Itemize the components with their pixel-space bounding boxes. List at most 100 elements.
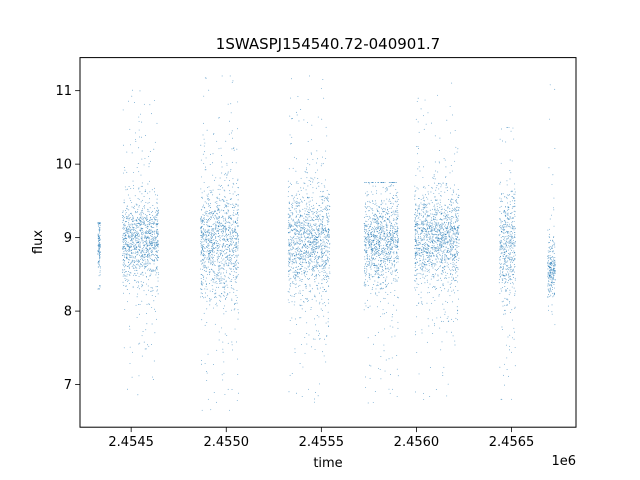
data-point [318,211,320,212]
data-point [229,292,231,294]
data-point [302,290,304,291]
data-point [290,260,292,262]
data-point [234,229,236,231]
data-point [208,186,210,188]
data-point [364,203,366,205]
data-point [127,254,129,256]
data-point [308,220,310,222]
data-point [395,230,397,232]
data-point [380,215,381,217]
data-point [319,225,321,226]
data-point [376,228,378,230]
data-point [312,270,314,272]
data-point [388,271,389,273]
data-point [321,227,323,229]
data-point [219,216,221,218]
data-point [152,222,154,224]
data-point [157,293,159,295]
data-point [131,252,133,254]
data-point [428,255,430,257]
data-point [291,118,292,120]
data-point [374,218,376,220]
data-point [155,296,157,297]
data-point [214,214,216,216]
data-point [126,243,128,245]
data-point [372,241,374,243]
data-point [304,352,306,354]
data-point [122,270,124,272]
data-point [380,224,382,226]
data-point [389,185,391,187]
data-point [327,275,329,277]
data-point [371,231,373,233]
data-point [396,256,397,258]
data-point [153,247,155,249]
data-point [157,246,158,247]
data-point [379,232,381,234]
data-point [385,222,387,224]
data-point [328,277,330,279]
data-point [386,235,388,236]
data-point [156,266,158,268]
data-point [303,243,305,245]
data-point [146,262,148,264]
data-point [219,199,221,201]
data-point [321,256,323,258]
data-point [222,251,224,253]
data-point [441,290,443,292]
data-point [376,255,378,257]
data-point [143,217,145,219]
data-point [365,247,367,249]
data-point [320,249,322,251]
data-point [391,222,392,224]
data-point [299,238,301,240]
data-point [288,259,290,261]
data-point [124,186,126,188]
data-point [139,191,141,193]
data-point [153,244,155,245]
data-point [146,232,148,234]
data-point [378,244,380,246]
data-point [212,174,214,176]
data-point [225,256,227,258]
data-point [319,239,321,241]
data-point [383,228,385,230]
data-point [317,215,319,217]
data-point [365,250,366,252]
data-point [371,234,373,236]
data-point [383,233,385,235]
data-point [292,261,294,263]
data-point [316,213,318,214]
data-point [136,167,138,168]
data-point [388,255,390,257]
data-point [219,235,221,237]
data-point [221,279,223,281]
data-point [299,268,301,270]
data-point [325,322,327,324]
data-point [317,239,319,241]
data-point [235,263,237,265]
data-point [309,200,311,202]
data-point [122,263,124,265]
data-point [396,244,398,246]
data-point [219,205,221,207]
data-point [390,240,392,242]
data-point [224,228,226,230]
data-point [380,301,381,303]
chart-title: 1SWASPJ154540.72-040901.7 [216,35,440,53]
data-point [315,300,317,302]
data-point [232,232,234,234]
data-point [397,240,399,242]
data-point [138,261,140,263]
data-point [125,229,127,231]
data-point [394,231,396,233]
data-point [229,273,231,275]
data-point [229,231,231,233]
data-point [377,240,379,242]
data-point [296,262,298,264]
data-point [309,259,311,260]
data-point [293,276,295,278]
data-point [452,246,454,247]
data-point [307,255,309,257]
data-point [308,260,309,262]
